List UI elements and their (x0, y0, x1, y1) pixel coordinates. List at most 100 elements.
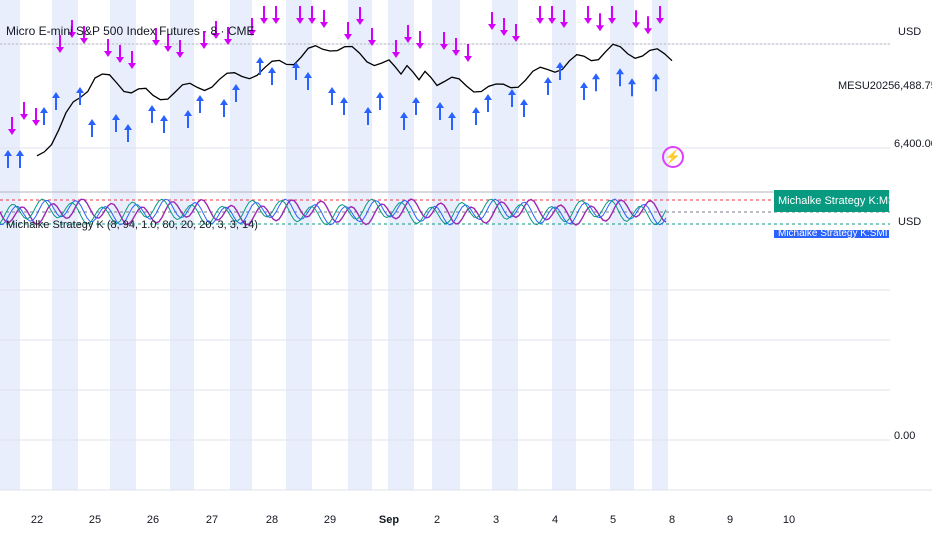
x-tick-label: 27 (205, 514, 219, 526)
sell-arrow-head (608, 18, 616, 24)
oscillator-line (0, 198, 667, 226)
buy-arrow-head (52, 92, 60, 98)
buy-arrow-head (412, 97, 420, 103)
buy-arrow-head (616, 68, 624, 75)
x-tick-label: 26 (146, 514, 160, 526)
sell-arrow-head (356, 19, 364, 25)
sell-arrow-head (656, 18, 664, 24)
session-band (348, 0, 372, 490)
buy-arrow-head (400, 112, 408, 118)
sell-arrow-head (560, 22, 568, 28)
buy-arrow-head (76, 87, 84, 93)
sell-arrow-head (104, 51, 112, 57)
sell-arrow-head (308, 18, 316, 24)
buy-arrow-head (376, 92, 384, 98)
buy-arrow-head (364, 107, 372, 113)
buy-arrow-head (580, 82, 588, 88)
x-tick-label: 2 (433, 514, 441, 526)
chart-title: Micro E-mini S&P 500 Index Futures · 8 ·… (6, 24, 255, 38)
sell-arrow-head (644, 28, 652, 35)
sell-arrow-head (632, 22, 640, 29)
x-tick-label: 5 (609, 514, 617, 526)
sell-arrow-head (8, 129, 16, 135)
sell-arrow-head (176, 52, 184, 58)
sell-arrow-head (392, 52, 400, 58)
x-tick-label: 3 (492, 514, 500, 526)
x-tick-label: 29 (323, 514, 337, 526)
legend-tag-mmi: Michalke Strategy K:MMI Scaled (774, 190, 889, 212)
price-series-line (36, 43, 673, 157)
sell-arrow-head (128, 63, 136, 69)
sell-arrow-head (536, 18, 544, 24)
buy-arrow-head (556, 62, 564, 68)
legend-tag-smi: Michalke Strategy K:SMI Scaled (774, 230, 889, 238)
buy-arrow-head (88, 119, 96, 125)
session-band (110, 0, 136, 490)
session-band (388, 0, 414, 490)
session-band (230, 0, 252, 490)
session-band (652, 0, 668, 490)
x-tick-label: 10 (782, 514, 796, 526)
sell-arrow-head (452, 50, 460, 56)
sell-arrow-head (80, 38, 88, 44)
x-tick-label: 28 (265, 514, 279, 526)
sell-arrow-head (260, 18, 268, 24)
sell-arrow-head (200, 43, 208, 49)
x-tick-label: 8 (668, 514, 676, 526)
buy-arrow-head (520, 99, 528, 105)
sell-arrow-head (548, 18, 556, 24)
buy-arrow-head (184, 110, 192, 116)
x-tick-label: 9 (726, 514, 734, 526)
buy-arrow-head (16, 150, 24, 156)
gridlines (0, 43, 932, 491)
sell-arrow-head (440, 44, 448, 50)
sell-arrow-head (116, 57, 124, 63)
zero-label: 0.00 (894, 430, 916, 442)
buy-arrow-head (256, 57, 264, 63)
sell-arrow-head (344, 34, 352, 40)
x-tick-label: 22 (30, 514, 44, 526)
currency-label-osc[interactable]: USD (898, 216, 922, 228)
buy-arrow-head (112, 114, 120, 120)
sell-arrow-head (272, 18, 280, 24)
sell-arrow-head (500, 30, 508, 36)
buy-arrow-head (232, 84, 240, 90)
sell-arrow-head (296, 18, 304, 24)
sell-arrow-head (596, 25, 604, 32)
buy-arrow-head (4, 150, 12, 156)
sell-arrow-head (212, 33, 220, 39)
session-bands (0, 0, 668, 490)
session-band (492, 0, 518, 490)
indicator-title: Michalke Strategy K (8, 94, 1.0, 80, 20,… (6, 219, 258, 231)
buy-arrow-head (628, 78, 636, 85)
buy-arrow-head (40, 107, 48, 113)
session-band (432, 0, 460, 490)
x-tick-label: Sep (378, 514, 400, 526)
buy-arrow-head (148, 105, 156, 111)
oscillator-line (0, 198, 667, 226)
sell-arrow-head (512, 36, 520, 42)
buy-arrow-head (220, 99, 228, 105)
lightning-icon[interactable]: ⚡ (662, 146, 684, 168)
sell-arrow-head (224, 39, 232, 45)
x-tick-label: 4 (551, 514, 559, 526)
sell-arrow-head (164, 46, 172, 52)
buy-arrow-head (160, 115, 168, 121)
buy-arrow-head (292, 62, 300, 68)
signal-arrows (4, 6, 664, 168)
sell-arrow-head (152, 40, 160, 46)
buy-arrow-head (328, 87, 336, 93)
buy-arrow-head (508, 89, 516, 95)
price-line (36, 43, 673, 157)
sell-arrow-head (32, 120, 40, 126)
buy-arrow-head (472, 107, 480, 113)
x-tick-label: 25 (88, 514, 102, 526)
oscillator-pane (0, 198, 890, 226)
currency-label[interactable]: USD (898, 26, 922, 38)
buy-arrow-head (544, 77, 552, 83)
symbol-label: MESU2025 (838, 80, 895, 92)
buy-arrow-head (448, 112, 456, 118)
buy-arrow-head (484, 94, 492, 100)
oscillator-line (0, 198, 667, 226)
